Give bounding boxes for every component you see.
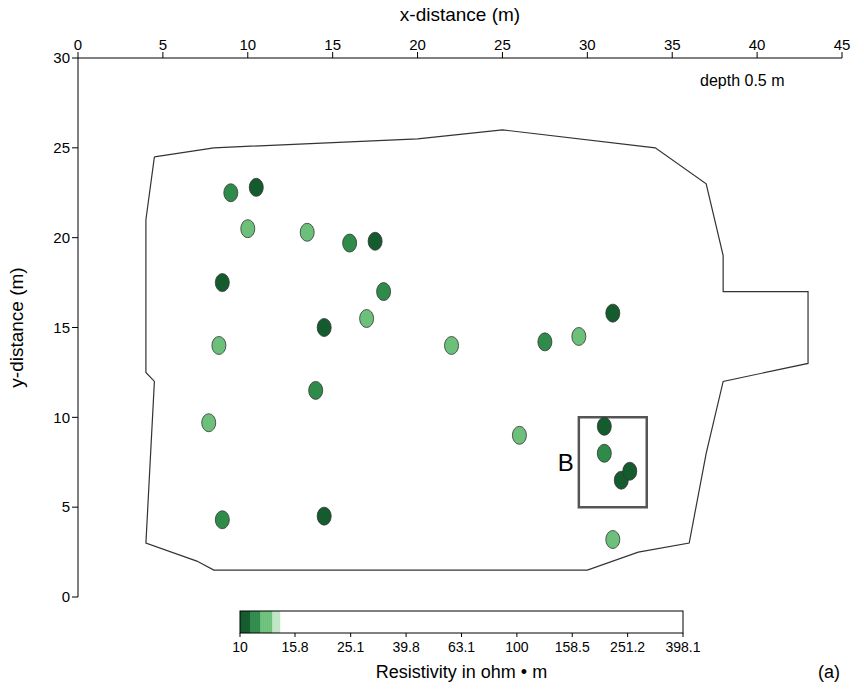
svg-text:Resistivity in ohm • m: Resistivity in ohm • m bbox=[376, 662, 547, 682]
svg-text:25.1: 25.1 bbox=[337, 639, 364, 655]
svg-text:398.1: 398.1 bbox=[665, 639, 700, 655]
svg-text:10: 10 bbox=[239, 36, 256, 53]
svg-text:20: 20 bbox=[53, 229, 70, 246]
svg-text:y-distance (m): y-distance (m) bbox=[6, 267, 27, 387]
svg-text:39.8: 39.8 bbox=[392, 639, 419, 655]
svg-text:25: 25 bbox=[53, 139, 70, 156]
svg-text:5: 5 bbox=[62, 498, 70, 515]
svg-text:10: 10 bbox=[232, 639, 248, 655]
svg-text:63.1: 63.1 bbox=[448, 639, 475, 655]
svg-text:40: 40 bbox=[749, 36, 766, 53]
svg-text:20: 20 bbox=[409, 36, 426, 53]
svg-text:15: 15 bbox=[324, 36, 341, 53]
svg-text:x-distance (m): x-distance (m) bbox=[400, 4, 520, 25]
html-text:depth 0.5 m: depth 0.5 m bbox=[700, 72, 785, 89]
svg-text:30: 30 bbox=[579, 36, 596, 53]
svg-text:100: 100 bbox=[505, 639, 529, 655]
svg-text:30: 30 bbox=[53, 49, 70, 66]
svg-text:25: 25 bbox=[494, 36, 511, 53]
svg-text:35: 35 bbox=[664, 36, 681, 53]
svg-text:158.5: 158.5 bbox=[555, 639, 590, 655]
svg-text:(a): (a) bbox=[818, 662, 840, 682]
svg-text:0: 0 bbox=[62, 588, 70, 605]
svg-text:251.2: 251.2 bbox=[610, 639, 645, 655]
svg-text:45: 45 bbox=[834, 36, 851, 53]
svg-text:5: 5 bbox=[159, 36, 167, 53]
svg-text:15.8: 15.8 bbox=[281, 639, 308, 655]
svg-text:B: B bbox=[558, 449, 574, 476]
svg-text:10: 10 bbox=[53, 409, 70, 426]
svg-text:15: 15 bbox=[53, 319, 70, 336]
svg-text:0: 0 bbox=[74, 36, 82, 53]
